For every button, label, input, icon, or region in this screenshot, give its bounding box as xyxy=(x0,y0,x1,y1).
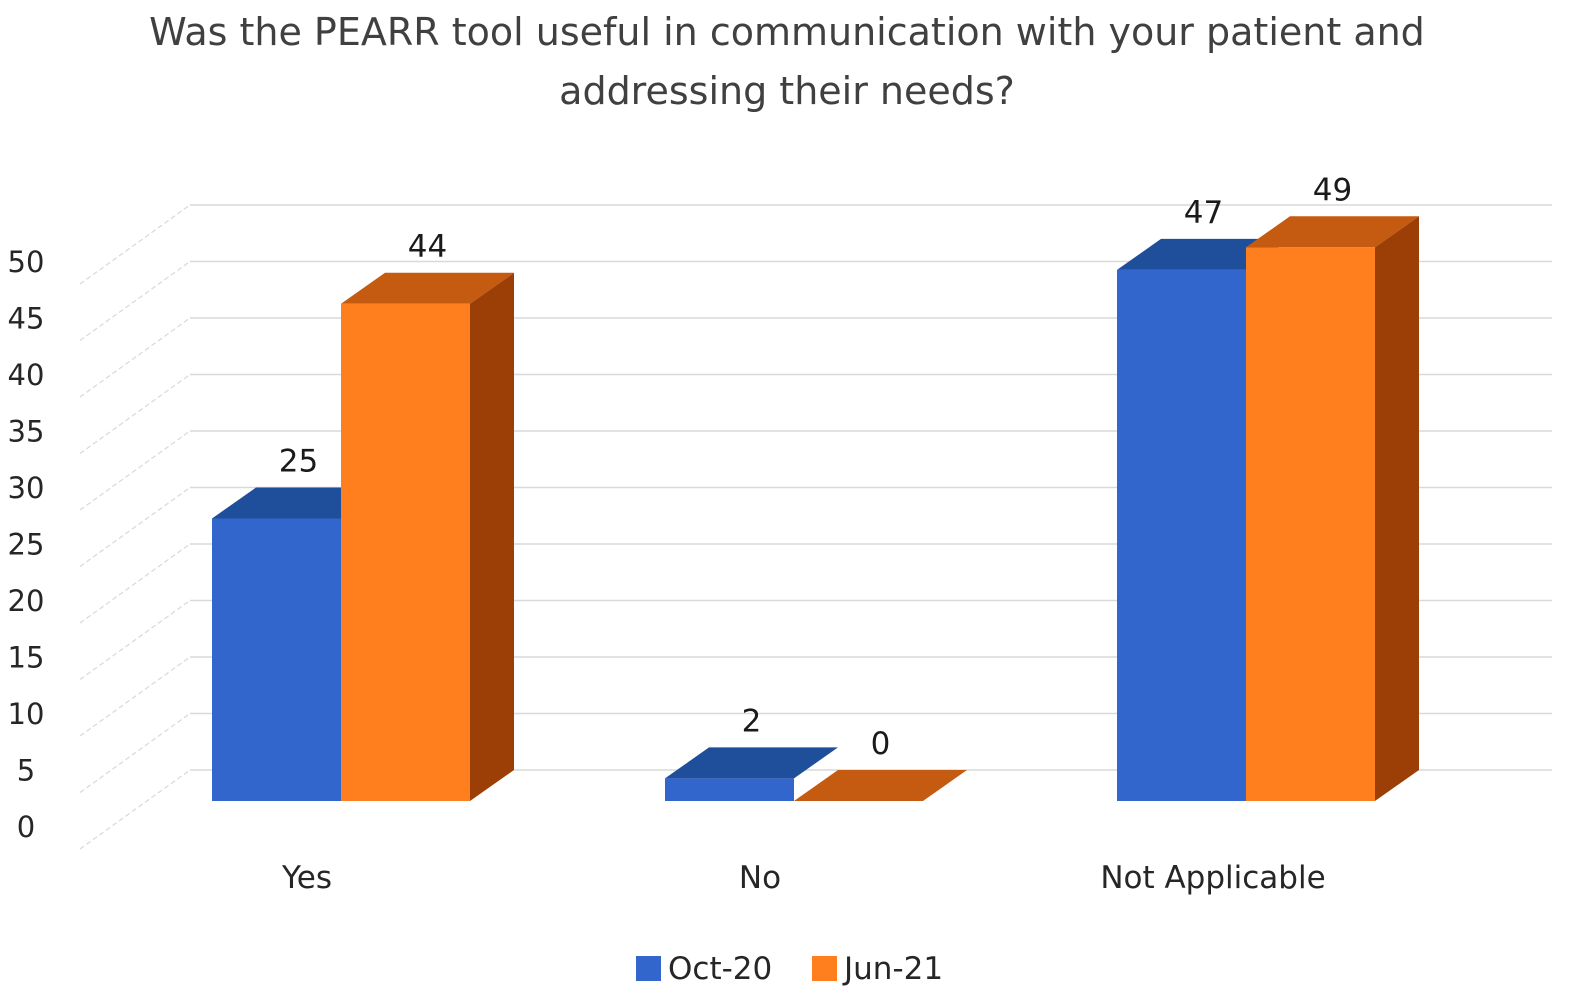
bar-Jun-21-Yes xyxy=(341,272,514,801)
legend-label: Oct-20 xyxy=(668,951,772,987)
bars xyxy=(212,216,1419,802)
y-tick-label: 15 xyxy=(8,641,45,675)
x-category-label: Yes xyxy=(281,860,332,896)
bar-Jun-21-No xyxy=(794,770,967,801)
y-tick-label: 45 xyxy=(8,302,45,336)
chart-title-line-2: addressing their needs? xyxy=(559,69,1015,113)
gridline-depth-5 xyxy=(79,713,191,793)
y-tick-label: 10 xyxy=(8,697,45,731)
bar-Jun-21-Not Applicable xyxy=(1246,216,1419,802)
y-axis-tick-labels: 0 5 10 15 20 25 30 35 40 45 50 xyxy=(8,245,45,844)
gridline-depth-15 xyxy=(79,600,191,680)
legend-item-Jun-21: Jun-21 xyxy=(812,951,943,987)
gridline-depth-50 xyxy=(79,204,191,285)
data-labels: 25 44 2 0 47 49 xyxy=(279,172,1352,762)
bar-top xyxy=(1246,216,1419,248)
y-tick-label: 50 xyxy=(8,245,45,279)
gridline-depth-10 xyxy=(79,656,191,737)
chart-title-line-1: Was the PEARR tool useful in communicati… xyxy=(149,10,1425,54)
bar-Oct-20-No xyxy=(665,747,838,801)
legend: Oct-20 Jun-21 xyxy=(636,951,943,987)
gridline-depth-30 xyxy=(79,430,191,511)
gridline-depth-0 xyxy=(79,769,191,850)
y-tick-label: 30 xyxy=(8,471,45,505)
y-tick-label: 0 xyxy=(17,810,35,844)
legend-swatch xyxy=(636,956,661,981)
gridline-depth-25 xyxy=(79,487,191,567)
bar-top xyxy=(665,747,838,779)
data-label: 47 xyxy=(1184,195,1223,231)
legend-item-Oct-20: Oct-20 xyxy=(636,951,772,987)
bar-side xyxy=(1375,216,1419,802)
legend-label: Jun-21 xyxy=(842,951,943,987)
bar-top xyxy=(341,272,514,304)
data-label: 49 xyxy=(1313,172,1352,208)
bar-front xyxy=(665,778,794,801)
gridline-depth-40 xyxy=(79,317,191,398)
bar-front xyxy=(1246,247,1375,802)
y-tick-label: 25 xyxy=(8,528,45,562)
gridline-depth-20 xyxy=(79,543,191,624)
y-tick-label: 20 xyxy=(8,584,45,618)
data-label: 25 xyxy=(279,444,318,480)
x-axis-category-labels: Yes No Not Applicable xyxy=(281,860,1326,896)
gridline-depth-35 xyxy=(79,374,191,454)
data-label: 44 xyxy=(408,229,447,265)
bar-front xyxy=(341,303,470,801)
y-tick-label: 40 xyxy=(8,358,45,392)
bar-front xyxy=(1117,269,1246,801)
y-tick-label: 35 xyxy=(8,415,45,449)
bar-side xyxy=(470,272,514,801)
bar-front xyxy=(212,518,341,801)
x-category-label: Not Applicable xyxy=(1100,860,1325,896)
x-category-label: No xyxy=(739,860,781,896)
bar-top xyxy=(794,770,967,801)
legend-swatch xyxy=(812,956,837,981)
y-tick-label: 5 xyxy=(17,754,35,788)
data-label: 0 xyxy=(871,726,891,762)
gridline-depth-45 xyxy=(79,261,191,341)
data-label: 2 xyxy=(742,703,762,739)
